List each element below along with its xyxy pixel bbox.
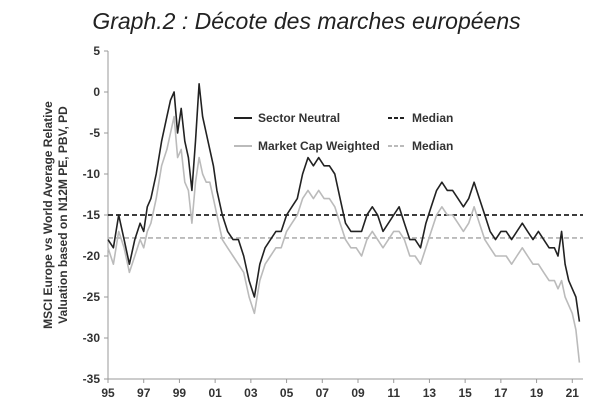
x-tick-label: 09 <box>351 386 365 400</box>
y-tick-label: -20 <box>83 249 101 263</box>
x-tick-label: 95 <box>101 386 115 400</box>
legend-label: Market Cap Weighted <box>258 139 380 153</box>
x-tick-label: 97 <box>137 386 151 400</box>
legend-label: Sector Neutral <box>258 111 340 125</box>
series-line <box>107 115 581 363</box>
y-tick-label: 5 <box>93 44 100 58</box>
y-tick-label: -5 <box>89 126 100 140</box>
y-tick-label: -15 <box>83 208 101 222</box>
x-tick-label: 05 <box>280 386 294 400</box>
x-tick-label: 19 <box>530 386 544 400</box>
y-axis-label: MSCI Europe vs World Average Relative Val… <box>41 101 70 329</box>
chart-title: Graph.2 : Décote des marches européens <box>92 8 521 34</box>
y-tick-label: -25 <box>83 290 101 304</box>
x-tick-label: 03 <box>244 386 258 400</box>
x-tick-label: 11 <box>387 386 400 400</box>
y-tick-label: 0 <box>93 85 100 99</box>
legend-label: Median <box>412 111 453 125</box>
y-tick-label: -35 <box>83 372 101 386</box>
reference-lines <box>108 214 583 239</box>
x-tick-label: 13 <box>423 386 437 400</box>
x-tick-label: 99 <box>173 386 187 400</box>
x-tick-label: 15 <box>458 386 472 400</box>
x-tick-label: 01 <box>208 386 222 400</box>
y-axis-label-line: MSCI Europe vs World Average Relative <box>41 101 55 329</box>
y-axis-ticks: 5 0 -5 -10 -15 -20 -25 -30 -35 <box>83 44 108 386</box>
y-tick-label: -10 <box>83 167 101 181</box>
series-line <box>107 83 581 322</box>
series-lines <box>107 83 581 363</box>
legend-label: Median <box>412 139 453 153</box>
legend: Sector Neutral Median Market Cap Weighted M… <box>234 111 453 153</box>
y-axis-label-line: Valuation based on N12M PE, PBV, PD <box>56 106 70 324</box>
x-tick-label: 17 <box>494 386 508 400</box>
y-tick-label: -30 <box>83 331 101 345</box>
x-axis-ticks: 95 97 99 01 03 05 07 09 11 13 15 17 19 21 <box>101 379 579 400</box>
x-tick-label: 07 <box>316 386 330 400</box>
x-tick-label: 21 <box>566 386 580 400</box>
